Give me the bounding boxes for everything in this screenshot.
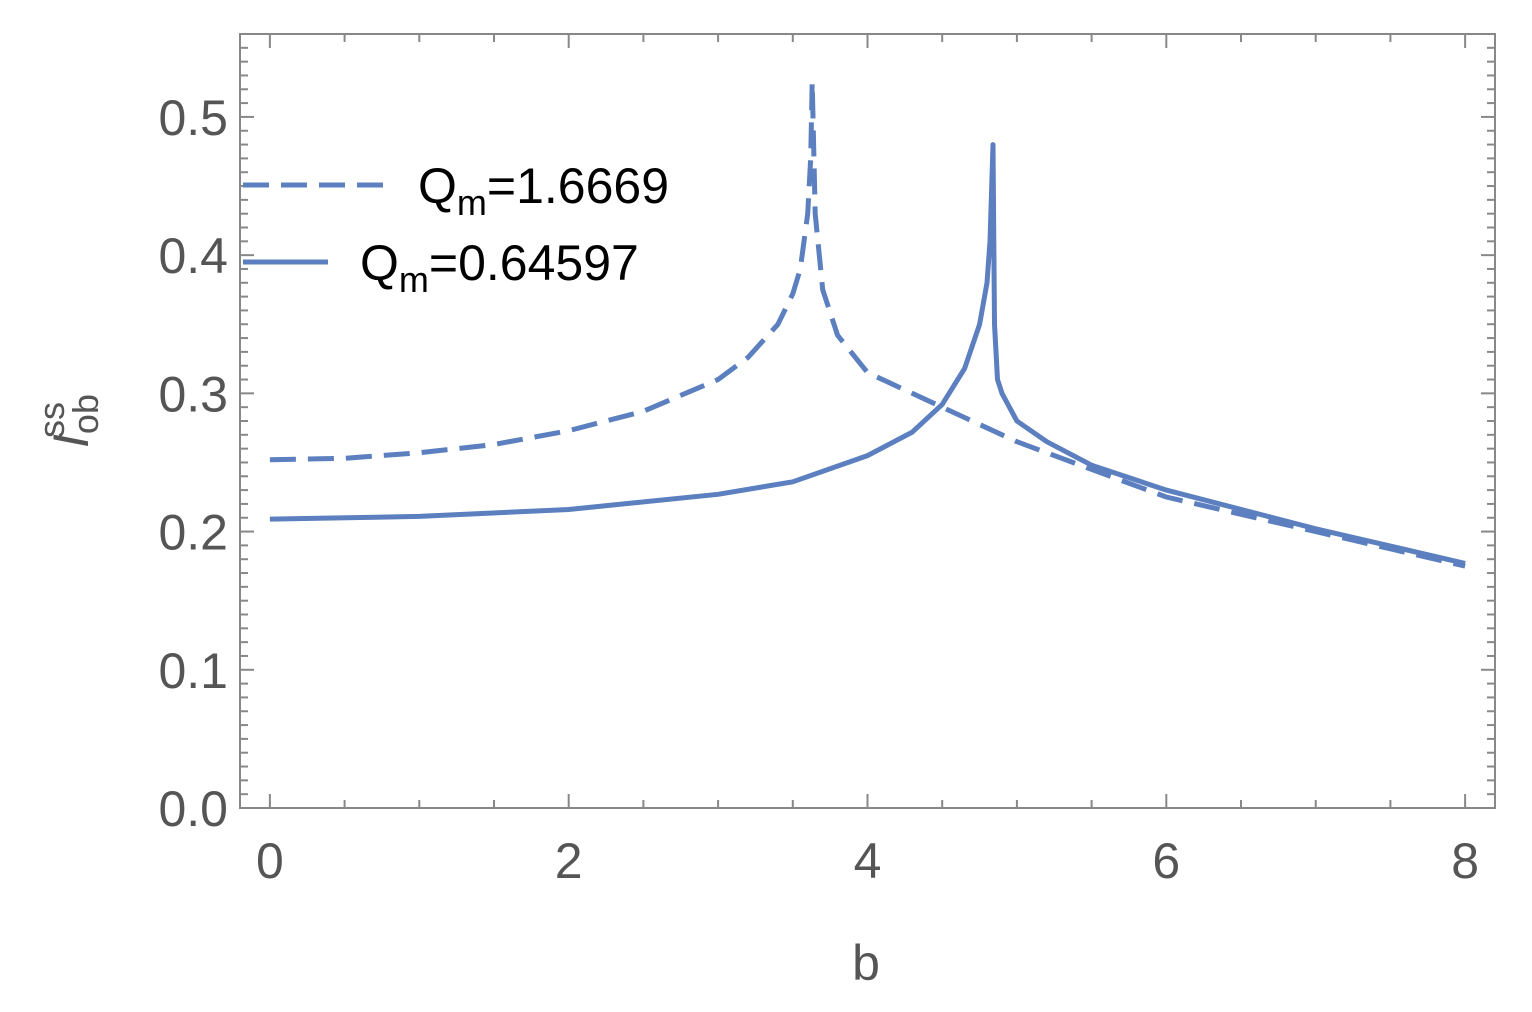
y-tick-label: 0.1 (158, 643, 228, 699)
x-tick-label: 8 (1451, 833, 1479, 889)
legend: Qm=1.6669 Qm=0.64597 (243, 158, 669, 300)
y-axis-label-sub: ob (65, 394, 106, 434)
series-line-solid (269, 142, 1466, 566)
tick-labels: 0 2 4 6 8 0.0 0.1 0.2 0.3 0.4 0.5 (158, 90, 1479, 889)
y-tick-label: 0.0 (158, 781, 228, 837)
y-axis-label-main: I (43, 434, 99, 448)
legend-label: Qm=1.6669 (418, 158, 669, 223)
plot-frame (239, 33, 1496, 809)
y-tick-label: 0.2 (158, 505, 228, 561)
y-tick-label: 0.3 (158, 366, 228, 422)
series-line-dashed (269, 79, 1466, 569)
legend-label: Qm=0.64597 (360, 235, 639, 300)
y-tick-label: 0.5 (158, 90, 228, 146)
x-axis-label: b (852, 935, 880, 991)
y-axis-label: Iobss (31, 394, 106, 448)
y-axis-label-sup: ss (31, 402, 72, 438)
tick-marks (240, 34, 1495, 809)
x-tick-label: 6 (1152, 833, 1180, 889)
x-tick-label: 4 (854, 833, 882, 889)
series-layer (269, 79, 1466, 569)
y-tick-label: 0.4 (158, 228, 228, 284)
x-tick-label: 0 (256, 833, 284, 889)
svg-text:Iobss: Iobss (31, 394, 106, 448)
x-tick-label: 2 (555, 833, 583, 889)
